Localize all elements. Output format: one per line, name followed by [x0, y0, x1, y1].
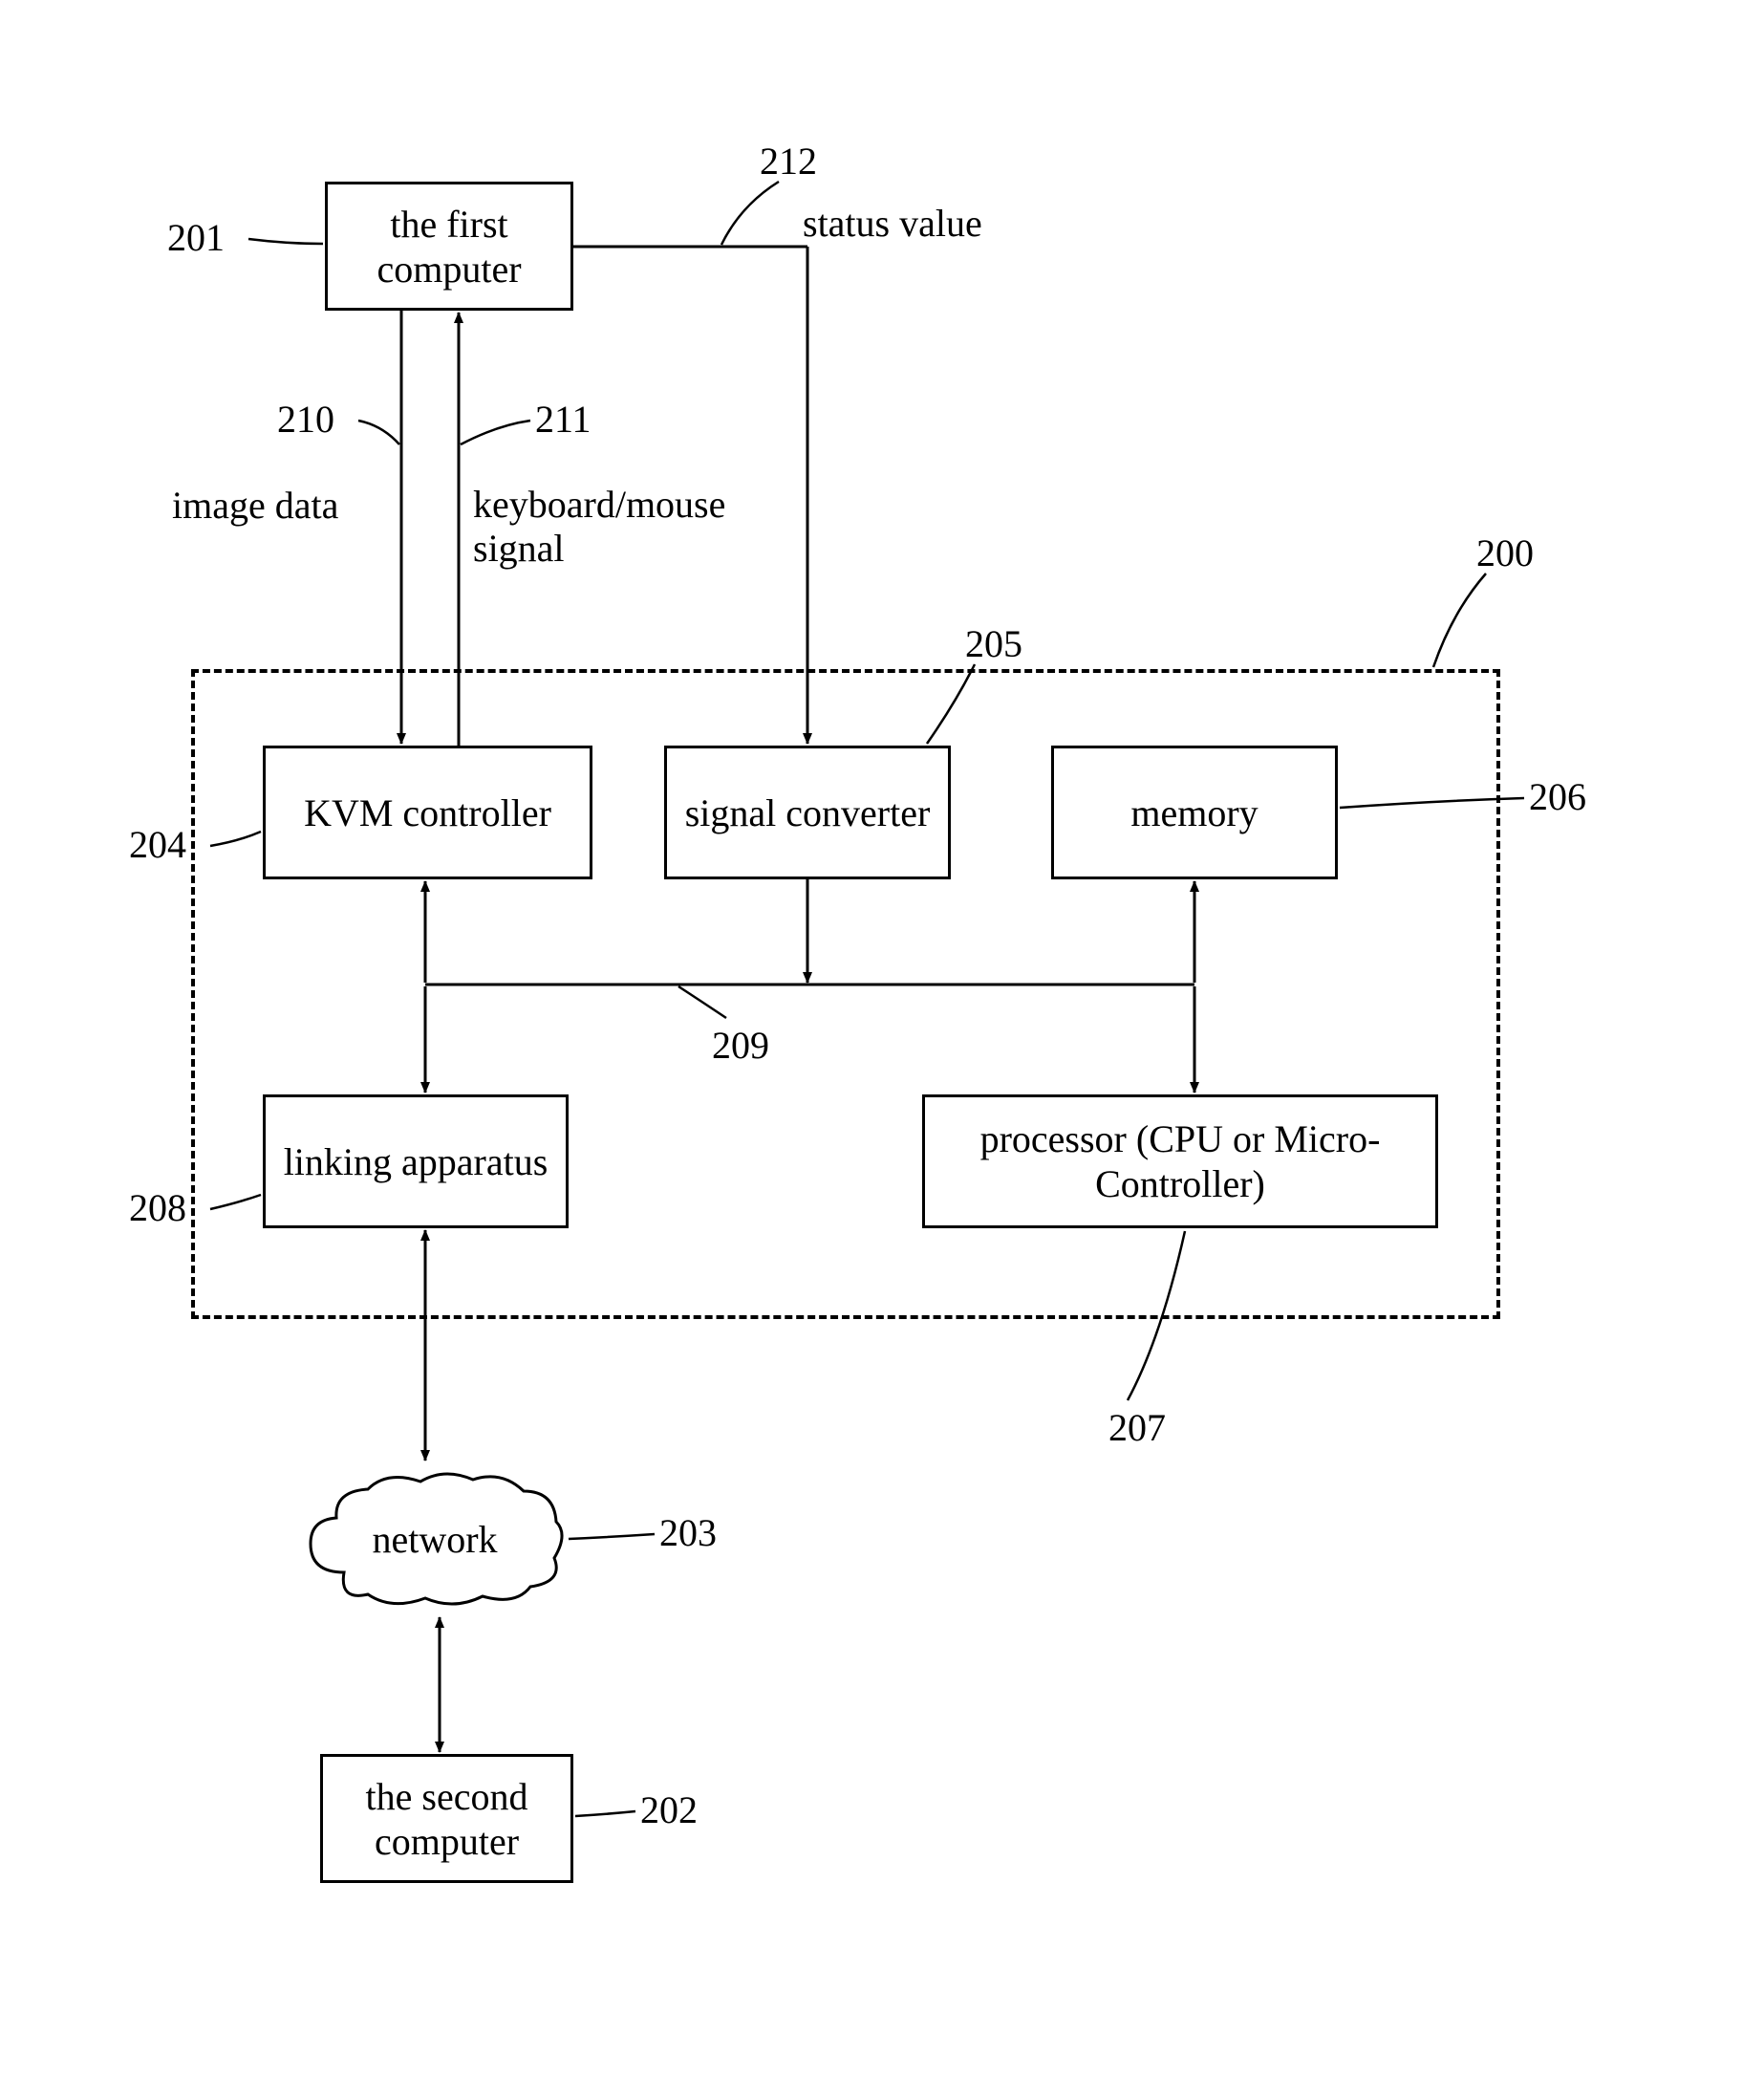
ref-210: 210 [277, 397, 334, 442]
node-network: network [296, 1462, 573, 1615]
ref-200: 200 [1476, 530, 1534, 575]
ref-202: 202 [640, 1787, 698, 1832]
node-label: the second computer [331, 1774, 563, 1864]
node-label: processor (CPU or Micro-Controller) [933, 1116, 1428, 1206]
node-label: signal converter [685, 790, 931, 835]
node-first-computer: the first computer [325, 182, 573, 311]
node-kvm-controller: KVM controller [263, 746, 592, 879]
label-status-value: status value [803, 201, 982, 246]
node-label: KVM controller [304, 790, 551, 835]
diagram-canvas: the first computer KVM controller signal… [0, 0, 1764, 2078]
label-keyboard-mouse: keyboard/mouse signal [473, 483, 725, 571]
ref-207: 207 [1108, 1405, 1166, 1450]
label-image-data: image data [172, 483, 338, 528]
node-label: memory [1130, 790, 1258, 835]
node-second-computer: the second computer [320, 1754, 573, 1883]
node-memory: memory [1051, 746, 1338, 879]
ref-206: 206 [1529, 774, 1586, 819]
ref-211: 211 [535, 397, 592, 442]
node-signal-converter: signal converter [664, 746, 951, 879]
ref-201: 201 [167, 215, 225, 260]
node-processor: processor (CPU or Micro-Controller) [922, 1094, 1438, 1228]
ref-208: 208 [129, 1185, 186, 1230]
node-label: network [372, 1517, 497, 1562]
ref-203: 203 [659, 1510, 717, 1555]
node-label: linking apparatus [284, 1139, 549, 1184]
ref-209: 209 [712, 1023, 769, 1068]
ref-212: 212 [760, 139, 817, 184]
node-label: the first computer [335, 202, 563, 292]
ref-205: 205 [965, 621, 1022, 666]
node-linking-apparatus: linking apparatus [263, 1094, 569, 1228]
ref-204: 204 [129, 822, 186, 867]
